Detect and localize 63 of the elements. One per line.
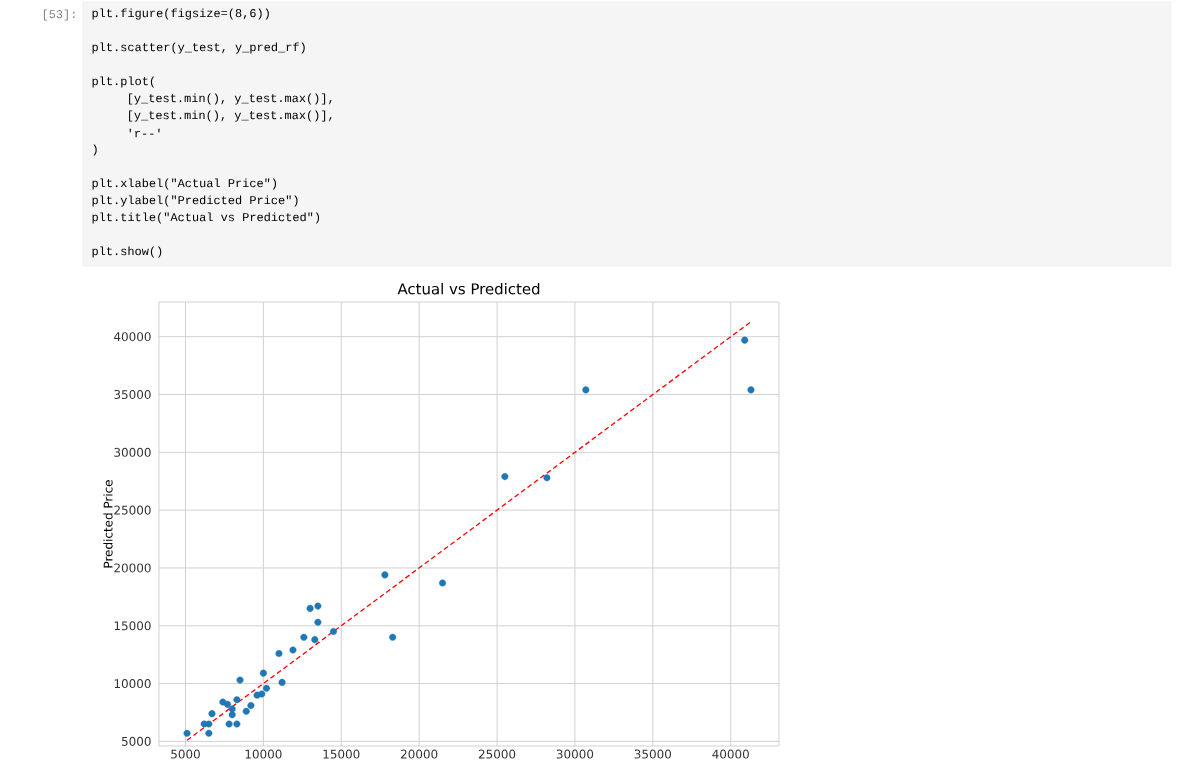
point (314, 618, 322, 626)
y-tick-label: 30000 (114, 447, 151, 457)
x-tick-label: 35000 (634, 749, 672, 759)
point (233, 696, 241, 704)
point (314, 602, 322, 610)
x-tick-label: 15000 (323, 749, 360, 759)
text: [53]: (43, 9, 75, 21)
point (311, 636, 319, 644)
point (224, 700, 232, 708)
point (439, 579, 447, 587)
text: 'r--' (129, 128, 160, 138)
text: plt.ylabel("Predicted Price") (92, 195, 298, 207)
point (300, 633, 308, 641)
point (225, 720, 233, 728)
point (741, 336, 749, 344)
y-tick-label: 25000 (114, 505, 151, 515)
y-axis-title: Predicted Price (103, 480, 113, 568)
point (242, 707, 250, 715)
y-tick-label: 15000 (114, 621, 151, 631)
x-tick-label: 20000 (401, 749, 438, 759)
point (389, 633, 397, 641)
point (228, 705, 236, 713)
point (278, 678, 286, 686)
text: [y_test.min(), y_test.max()], (129, 93, 332, 105)
point (329, 628, 337, 636)
y-tick-label: 5000 (121, 736, 151, 746)
text: plt.plot( (92, 76, 155, 88)
point (236, 676, 244, 684)
point (381, 571, 389, 579)
point (205, 720, 213, 728)
point (275, 650, 283, 658)
point (262, 684, 270, 692)
text: plt.figure(figsize=(8,6)) (92, 8, 269, 20)
point (306, 604, 314, 612)
point (233, 720, 241, 728)
point (208, 710, 216, 718)
y-tick-label: 10000 (114, 679, 151, 689)
point (183, 729, 191, 737)
point (582, 386, 590, 394)
point (247, 702, 255, 710)
point (205, 729, 213, 737)
y-tick-label: 20000 (114, 563, 151, 573)
point (747, 386, 755, 394)
y-tick-label: 35000 (114, 389, 151, 400)
text: ) (93, 144, 97, 156)
point (228, 711, 236, 719)
chart-title: Actual vs Predicted (397, 282, 540, 295)
text: plt.title("Actual vs Predicted") (92, 212, 320, 224)
y-tick-label: 40000 (114, 332, 151, 342)
text: [y_test.min(), y_test.max()], (129, 110, 332, 122)
x-tick-label: 40000 (712, 749, 749, 759)
x-tick-label: 25000 (478, 749, 516, 759)
point (501, 473, 509, 481)
x-tick-label: 10000 (245, 749, 282, 759)
point (289, 646, 297, 654)
point (258, 690, 266, 698)
point (543, 474, 551, 482)
x-tick-label: 30000 (556, 749, 594, 759)
x-tick-label: 5000 (171, 749, 200, 759)
text: plt.show() (92, 246, 162, 258)
text: plt.scatter(y_test, y_pred_rf) (92, 42, 305, 54)
point (259, 669, 267, 677)
text: plt.xlabel("Actual Price") (92, 178, 277, 190)
